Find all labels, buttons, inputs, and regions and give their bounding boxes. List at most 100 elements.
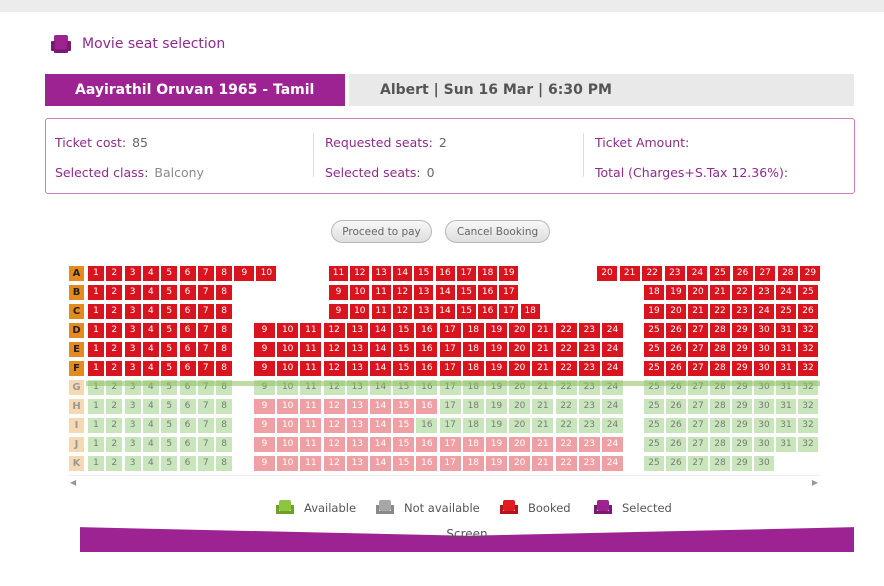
seat[interactable]: 12 [323, 361, 345, 376]
seat[interactable]: 29 [732, 380, 752, 395]
seat[interactable]: 16 [416, 380, 438, 395]
seat[interactable]: 9 [254, 342, 275, 357]
seat[interactable]: 14 [435, 304, 455, 319]
seat[interactable]: 28 [777, 266, 798, 281]
seat[interactable]: 8 [216, 304, 233, 319]
seat[interactable]: 7 [197, 285, 214, 300]
seat[interactable]: 16 [478, 304, 498, 319]
seat[interactable]: 4 [142, 361, 159, 376]
seat[interactable]: 21 [532, 418, 554, 433]
seat[interactable]: 18 [462, 342, 484, 357]
seat[interactable]: 21 [532, 342, 554, 357]
seat[interactable]: 20 [509, 380, 531, 395]
seat[interactable]: 19 [486, 342, 507, 357]
seat[interactable]: 30 [754, 399, 774, 414]
seat[interactable]: 21 [710, 285, 730, 300]
seat[interactable]: 19 [486, 437, 507, 452]
seat[interactable]: 21 [532, 380, 554, 395]
seat[interactable]: 6 [179, 380, 196, 395]
seat[interactable]: 24 [776, 285, 796, 300]
seat[interactable]: 18 [462, 437, 484, 452]
seat[interactable]: 1 [88, 304, 104, 319]
seat[interactable]: 29 [732, 342, 752, 357]
seat[interactable]: 24 [602, 418, 623, 433]
seat[interactable]: 17 [456, 266, 476, 281]
seat[interactable]: 2 [106, 304, 123, 319]
seat[interactable]: 17 [439, 323, 461, 338]
seat[interactable]: 22 [642, 266, 663, 281]
seat[interactable]: 17 [439, 380, 461, 395]
seat[interactable]: 3 [124, 437, 141, 452]
seat[interactable]: 21 [532, 399, 554, 414]
seat[interactable]: 7 [197, 380, 214, 395]
seat[interactable]: 14 [370, 342, 391, 357]
seat[interactable]: 12 [323, 342, 345, 357]
seat[interactable]: 30 [754, 342, 774, 357]
seat[interactable]: 31 [776, 342, 796, 357]
seat[interactable]: 15 [456, 304, 476, 319]
tab-show-details[interactable]: Albert | Sun 16 Mar | 6:30 PM [349, 74, 854, 106]
seat[interactable]: 28 [710, 380, 730, 395]
seat[interactable]: 4 [142, 285, 159, 300]
seat[interactable]: 30 [754, 323, 774, 338]
seat[interactable]: 11 [329, 266, 348, 281]
seat[interactable]: 32 [798, 437, 818, 452]
seat[interactable]: 12 [323, 437, 345, 452]
seat[interactable]: 2 [106, 418, 123, 433]
seat[interactable]: 14 [370, 323, 391, 338]
seat[interactable]: 14 [435, 285, 455, 300]
seat[interactable]: 2 [106, 361, 123, 376]
seat[interactable]: 10 [277, 361, 299, 376]
seat[interactable]: 32 [798, 323, 818, 338]
seat[interactable]: 13 [414, 304, 434, 319]
seat[interactable]: 23 [578, 380, 600, 395]
seat[interactable]: 15 [393, 380, 415, 395]
seat[interactable]: 11 [300, 437, 322, 452]
seat[interactable]: 3 [124, 399, 141, 414]
seat[interactable]: 1 [88, 361, 104, 376]
seat[interactable]: 30 [754, 380, 774, 395]
seat[interactable]: 15 [393, 418, 415, 433]
seat[interactable]: 28 [710, 456, 730, 471]
seat[interactable]: 12 [350, 266, 370, 281]
seat[interactable]: 3 [124, 285, 141, 300]
seat[interactable]: 7 [197, 399, 214, 414]
seat[interactable]: 20 [509, 323, 531, 338]
seat[interactable]: 25 [644, 418, 664, 433]
seat[interactable]: 11 [300, 456, 322, 471]
seat[interactable]: 7 [197, 323, 214, 338]
seat[interactable]: 22 [555, 323, 577, 338]
seat[interactable]: 10 [277, 342, 299, 357]
seat[interactable]: 6 [179, 361, 196, 376]
seat[interactable]: 20 [666, 304, 686, 319]
seat[interactable]: 12 [323, 418, 345, 433]
seat[interactable]: 10 [277, 323, 299, 338]
seat[interactable]: 31 [776, 380, 796, 395]
seat[interactable]: 8 [216, 456, 233, 471]
seat[interactable]: 32 [798, 342, 818, 357]
seat[interactable]: 6 [179, 342, 196, 357]
seat[interactable]: 27 [688, 361, 708, 376]
seat[interactable]: 26 [666, 361, 686, 376]
seat[interactable]: 24 [602, 342, 623, 357]
seat[interactable]: 19 [486, 456, 507, 471]
seat[interactable]: 17 [439, 456, 461, 471]
seat[interactable]: 25 [644, 437, 664, 452]
seat[interactable]: 31 [776, 399, 796, 414]
seat[interactable]: 28 [710, 437, 730, 452]
seat[interactable]: 18 [478, 266, 498, 281]
seat[interactable]: 2 [106, 456, 123, 471]
seat[interactable]: 9 [254, 456, 275, 471]
seat[interactable]: 8 [216, 437, 233, 452]
seat[interactable]: 8 [216, 266, 233, 281]
seat[interactable]: 29 [732, 399, 752, 414]
seat[interactable]: 9 [254, 323, 275, 338]
seat[interactable]: 21 [532, 437, 554, 452]
seat[interactable]: 3 [124, 266, 141, 281]
seat[interactable]: 11 [371, 285, 391, 300]
seat[interactable]: 2 [106, 437, 123, 452]
seat[interactable]: 6 [179, 399, 196, 414]
seat[interactable]: 8 [216, 323, 233, 338]
seat[interactable]: 27 [688, 399, 708, 414]
seat[interactable]: 27 [688, 342, 708, 357]
